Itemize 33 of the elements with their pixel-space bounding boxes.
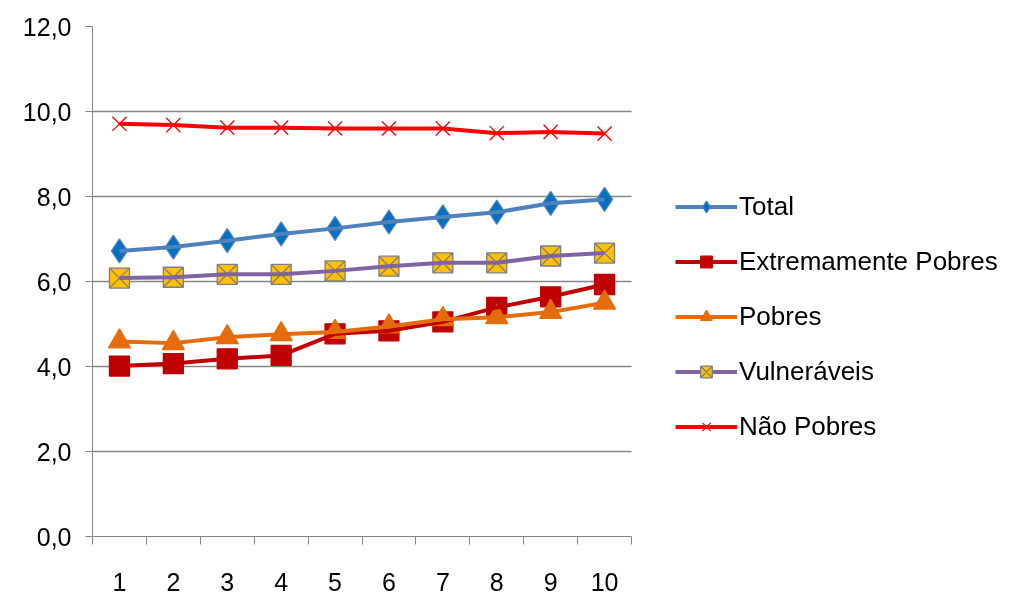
x-tick-label: 6 (382, 567, 396, 594)
y-tick-label: 6,0 (36, 267, 72, 296)
y-tick-label: 10,0 (22, 97, 72, 126)
y-tick-label: 2,0 (36, 437, 72, 466)
legend-label: Não Pobres (739, 411, 877, 442)
legend-label: Pobres (739, 301, 822, 332)
y-tick-label: 4,0 (36, 352, 72, 381)
y-tick-label: 0,0 (36, 522, 72, 551)
x-tick-label: 5 (328, 567, 342, 594)
point (273, 119, 289, 136)
point (542, 124, 559, 140)
x-tick-label: 8 (489, 567, 504, 594)
legend-label: Vulneráveis (739, 356, 874, 387)
point (489, 125, 505, 141)
legend-label: Extremamente Pobres (739, 246, 998, 277)
x-tick-label: 2 (166, 567, 181, 594)
legend-label: Total (739, 191, 794, 222)
x-tick-label: 1 (112, 567, 127, 594)
x-tick-label: 4 (274, 567, 289, 594)
x-tick-label: 10 (590, 567, 619, 594)
point (165, 117, 182, 133)
point (219, 119, 235, 136)
point (327, 120, 343, 137)
x-tick-label: 9 (543, 567, 558, 594)
x-tick-label: 3 (220, 567, 235, 594)
y-tick-label: 12,0 (22, 12, 72, 41)
point (381, 120, 397, 137)
point (596, 125, 613, 142)
point (108, 355, 131, 377)
point (111, 116, 128, 132)
point (435, 120, 451, 137)
x-tick-label: 7 (435, 567, 450, 594)
y-tick-label: 8,0 (36, 182, 72, 211)
